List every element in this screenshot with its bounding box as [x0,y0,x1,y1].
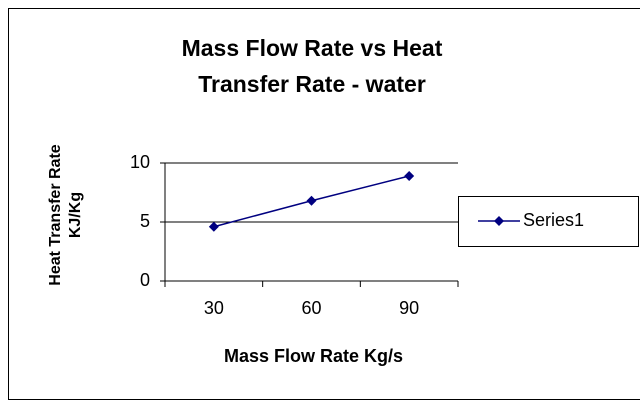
legend-marker [494,216,504,226]
y-axis-label: Heat Transfer Rate KJ/Kg [47,144,84,286]
x-tick-label: 90 [399,298,419,318]
y-tick-label: 0 [140,270,150,290]
point [404,170,415,181]
x-axis-label: Mass Flow Rate Kg/s [224,346,403,366]
point [208,221,219,232]
point [306,195,317,206]
x-tick-label: 60 [301,298,321,318]
y-tick-label: 5 [140,211,150,231]
y-tick-label: 10 [130,152,150,172]
x-tick-label: 30 [204,298,224,318]
chart-title: Mass Flow Rate vs Heat Transfer Rate - w… [181,35,443,97]
legend-label: Series1 [523,210,584,230]
